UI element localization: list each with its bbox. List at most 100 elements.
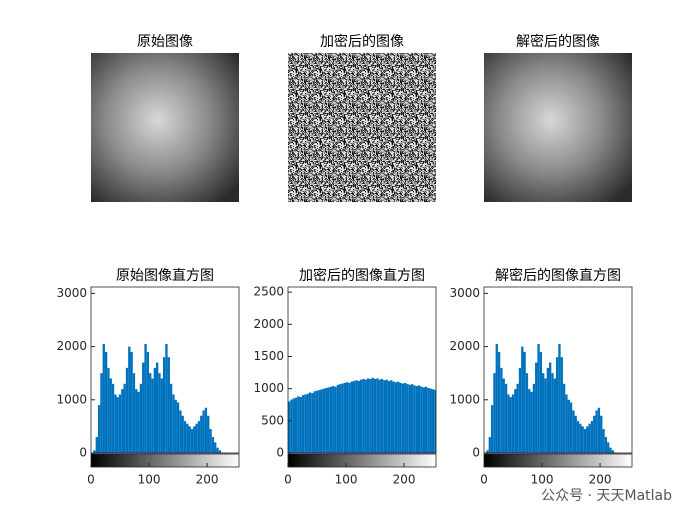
y-tick-label: 2000 xyxy=(253,317,284,331)
histogram-bar xyxy=(288,401,291,453)
histogram-bar xyxy=(130,351,133,453)
histogram-bar xyxy=(188,426,191,453)
image xyxy=(288,53,436,202)
x-tick-label: 200 xyxy=(393,473,416,487)
histogram-bar xyxy=(516,383,519,453)
histogram-bar xyxy=(422,387,425,453)
histogram-bar xyxy=(207,415,210,453)
histogram-bar xyxy=(586,426,589,453)
histogram-bar xyxy=(404,382,407,453)
histogram-bar xyxy=(346,382,349,453)
histogram-bar xyxy=(434,389,436,453)
histogram-bar xyxy=(385,379,388,453)
histogram-bar xyxy=(137,391,140,453)
y-tick-label: 1500 xyxy=(253,349,284,363)
panel-title: 原始图像 xyxy=(137,34,193,50)
histogram-bar xyxy=(304,394,307,453)
histogram-bar xyxy=(530,391,533,453)
histogram-bar xyxy=(535,362,538,453)
histogram-bar xyxy=(144,343,147,453)
y-tick-label: 2000 xyxy=(56,339,87,353)
histogram-bar xyxy=(128,346,131,453)
histogram-bar xyxy=(583,429,587,453)
histogram-bar xyxy=(132,373,136,453)
histogram-bar xyxy=(100,373,103,453)
histogram-bar xyxy=(135,389,138,453)
histogram-bar xyxy=(392,381,395,453)
histogram-bar xyxy=(376,378,379,453)
histogram-bar xyxy=(558,343,561,453)
y-tick-label: 0 xyxy=(79,446,87,460)
histogram-bar xyxy=(502,378,505,453)
histogram-bar xyxy=(290,399,293,453)
histogram-bar xyxy=(544,378,547,453)
histogram-bar xyxy=(387,380,391,453)
histogram-bar xyxy=(366,378,370,453)
histogram-bar xyxy=(427,388,430,453)
panel-title: 原始图像直方图 xyxy=(116,267,214,284)
histogram-bar xyxy=(357,380,360,453)
histogram-bar xyxy=(292,398,295,453)
histogram-bar xyxy=(95,437,98,453)
histogram-bar xyxy=(318,389,321,453)
histogram-bar xyxy=(497,351,501,453)
histogram-bar xyxy=(190,429,194,453)
histogram-bar xyxy=(348,382,351,453)
histogram-bar xyxy=(341,383,344,453)
histogram-bar xyxy=(518,367,522,453)
histogram-bar xyxy=(562,383,566,453)
axes-box xyxy=(287,286,437,454)
histogram-bar xyxy=(581,426,584,453)
histogram-bar xyxy=(525,373,529,453)
histogram-bar xyxy=(186,423,189,453)
histogram-bar xyxy=(378,379,381,453)
histogram-bar xyxy=(488,437,491,453)
histogram-bar xyxy=(97,405,101,453)
histogram-bar xyxy=(118,394,122,453)
y-tick-label: 3000 xyxy=(449,286,480,300)
histogram-bar xyxy=(315,390,319,453)
histogram-bar xyxy=(200,415,203,453)
histogram-bar xyxy=(406,384,409,453)
x-tick-label: 0 xyxy=(480,473,488,487)
image xyxy=(484,53,632,202)
histogram-bar xyxy=(401,383,405,453)
histogram-bar xyxy=(588,423,591,453)
histogram-bar xyxy=(415,386,419,453)
histogram-bar xyxy=(574,415,577,453)
watermark: 公众号 · 天天Matlab xyxy=(541,488,672,504)
histogram-bar xyxy=(359,379,363,453)
x-tick-label: 100 xyxy=(531,473,554,487)
histogram-bar xyxy=(495,343,498,453)
histogram-bar xyxy=(373,379,377,453)
histogram-bar xyxy=(542,373,545,453)
y-tick-label: 1000 xyxy=(449,392,480,406)
histogram-bar xyxy=(104,351,108,453)
histogram-bar xyxy=(429,388,432,453)
histogram-bar xyxy=(169,383,173,453)
histogram-bar xyxy=(114,394,117,453)
y-tick-label: 500 xyxy=(261,413,284,427)
histogram-bar xyxy=(204,407,208,453)
histogram-bar xyxy=(420,386,423,453)
histogram-bar xyxy=(600,415,603,453)
colorbar xyxy=(287,453,437,468)
histogram-bar xyxy=(553,378,556,453)
histogram-bar xyxy=(500,367,503,453)
y-tick-label: 2500 xyxy=(253,285,284,299)
histogram-bar xyxy=(565,394,568,453)
histogram-bar xyxy=(202,410,205,453)
histogram-bar xyxy=(576,421,580,453)
histogram-bar xyxy=(179,410,182,453)
histogram-bar xyxy=(181,415,184,453)
histogram-bar xyxy=(411,384,414,453)
histogram-bar xyxy=(299,397,302,453)
histogram-bar xyxy=(195,423,198,453)
histogram-bar xyxy=(308,392,312,453)
histogram-bar xyxy=(343,382,347,453)
histogram-bar xyxy=(507,394,510,453)
image xyxy=(91,53,239,202)
histogram-bar xyxy=(399,382,402,453)
histogram-bar xyxy=(193,426,196,453)
histogram-bar xyxy=(424,386,428,453)
